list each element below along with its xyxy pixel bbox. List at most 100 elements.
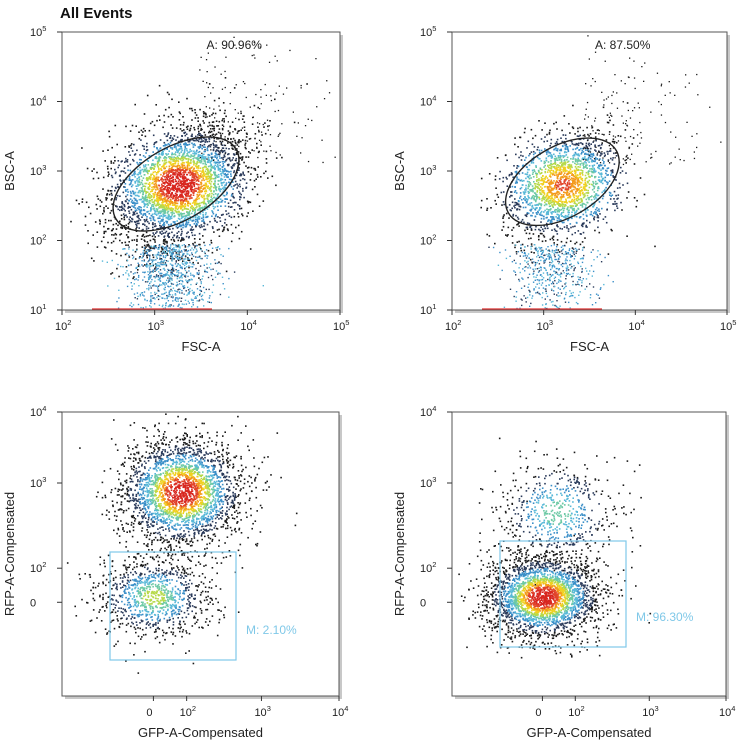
data-point [171, 264, 173, 266]
data-point [181, 277, 183, 279]
data-point [213, 182, 215, 185]
data-point [183, 248, 185, 251]
data-point [527, 192, 530, 195]
data-point [166, 177, 168, 180]
data-point [141, 195, 144, 198]
data-point [195, 218, 197, 221]
data-point [183, 162, 185, 164]
data-point [197, 195, 200, 198]
data-point [128, 241, 130, 243]
data-point [216, 157, 218, 160]
data-point [175, 196, 178, 199]
data-point [180, 184, 183, 186]
data-point [157, 161, 159, 164]
data-point [519, 197, 521, 199]
data-point [219, 189, 221, 191]
data-point [131, 150, 134, 152]
data-point [178, 291, 181, 293]
data-point [169, 249, 171, 252]
data-point [124, 172, 127, 174]
data-point [241, 127, 244, 129]
data-point [136, 179, 138, 182]
data-point [590, 213, 593, 216]
data-point [181, 159, 183, 162]
data-point [516, 223, 518, 226]
data-point [209, 183, 212, 185]
data-point [180, 180, 182, 183]
data-point [207, 171, 209, 174]
data-point [246, 133, 248, 135]
data-point [211, 134, 214, 136]
data-point [147, 188, 150, 190]
data-point [185, 263, 187, 265]
data-point [505, 176, 507, 179]
data-point [129, 169, 132, 172]
data-point [233, 164, 235, 167]
data-point [213, 207, 215, 210]
data-point [575, 188, 578, 190]
data-point [207, 200, 209, 202]
data-point [157, 275, 160, 277]
data-point [173, 247, 175, 249]
data-point [182, 253, 184, 255]
data-point [153, 196, 155, 198]
data-point [219, 198, 222, 200]
data-point [152, 216, 155, 218]
data-point [590, 199, 593, 201]
data-point [556, 159, 559, 161]
data-point [188, 259, 191, 262]
data-point [157, 204, 159, 206]
data-point [217, 216, 219, 218]
data-point [177, 197, 179, 199]
data-point [190, 150, 193, 152]
data-point [151, 235, 154, 238]
data-point [549, 189, 551, 191]
data-point [160, 225, 163, 228]
data-point [162, 240, 165, 242]
data-point [244, 144, 246, 146]
data-point [265, 170, 267, 173]
data-point [162, 145, 165, 147]
data-point [115, 198, 117, 201]
data-point [184, 249, 187, 251]
data-point [183, 176, 186, 178]
data-point [558, 200, 560, 202]
data-point [221, 124, 224, 126]
data-point [167, 274, 169, 276]
data-point [187, 246, 189, 248]
data-point [161, 194, 163, 197]
data-point [229, 92, 232, 94]
data-point [228, 277, 230, 280]
data-point [180, 202, 182, 204]
data-point [104, 160, 106, 162]
data-point [614, 203, 617, 205]
data-point [180, 189, 183, 192]
data-point [222, 168, 224, 171]
data-point [166, 279, 168, 281]
data-point [224, 136, 226, 138]
data-point [130, 282, 132, 284]
data-point [269, 134, 272, 136]
data-point [207, 86, 209, 89]
data-point [193, 181, 196, 184]
data-point [216, 194, 219, 196]
data-point [144, 220, 146, 223]
data-point [158, 215, 161, 217]
data-point [198, 216, 201, 218]
data-point [146, 149, 149, 151]
data-point [191, 188, 193, 191]
data-point [185, 215, 187, 218]
data-point [131, 205, 133, 207]
data-point [161, 273, 163, 275]
data-point [183, 275, 186, 277]
data-point [133, 276, 135, 278]
data-point [190, 298, 193, 300]
data-point [133, 283, 135, 285]
data-point [167, 115, 170, 118]
data-point [174, 250, 176, 252]
data-point [171, 201, 173, 203]
data-point [173, 240, 176, 242]
data-point [193, 263, 195, 266]
data-point [236, 162, 238, 164]
data-point [135, 266, 137, 269]
